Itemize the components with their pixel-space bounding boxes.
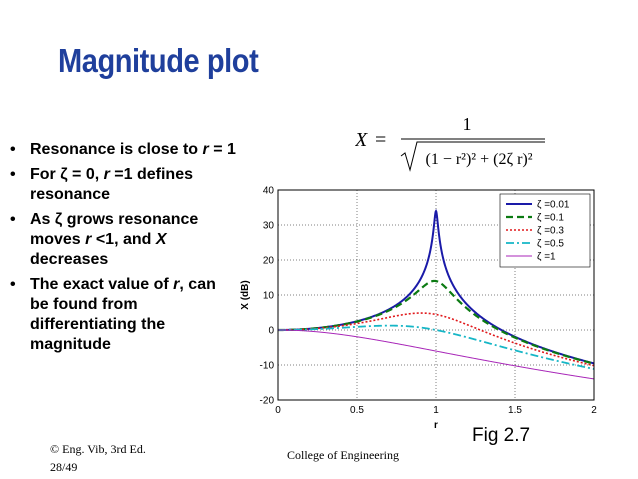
footer-left: © Eng. Vib, 3rd Ed. 28/49: [50, 440, 146, 476]
footer-page-number: 28/49: [50, 460, 78, 474]
legend-label: ζ =0.3: [537, 226, 564, 237]
bullet-text: <1, and: [91, 231, 156, 248]
bullet-text: The exact value of: [30, 276, 174, 293]
bullet-text: As ζ grows resonance moves: [30, 211, 199, 248]
x-tick-label: 2: [591, 405, 597, 416]
y-tick-label: -10: [260, 361, 275, 372]
legend-label: ζ =0.1: [537, 213, 564, 224]
bullet-list: • Resonance is close to r = 1 • For ζ = …: [8, 140, 238, 360]
bullet-dot: •: [10, 141, 16, 158]
formula-lhs: X: [355, 129, 368, 151]
bullet-item: • The exact value of r, can be found fro…: [8, 275, 238, 355]
bullet-variable: r: [173, 276, 180, 293]
series-line: [278, 279, 595, 365]
formula-sqrt-sign: [400, 141, 545, 172]
series-line: [278, 312, 595, 367]
bullet-text: , can be found from differentiating the …: [30, 276, 216, 353]
footer-copyright: © Eng. Vib, 3rd Ed.: [50, 442, 146, 456]
bullet-dot: •: [10, 166, 16, 183]
footer-college: College of Engineering: [287, 448, 399, 462]
formula-numerator: 1: [463, 114, 472, 134]
plot-frame: [277, 189, 595, 401]
chart-legend: ζ =0.01 ζ =0.1 ζ =0.3 ζ =0.5 ζ =1: [499, 193, 591, 268]
y-tick-label: -20: [260, 396, 275, 407]
legend-label: ζ =0.5: [537, 239, 564, 250]
bullet-text: Resonance is close to: [30, 141, 203, 158]
magnitude-formula: X = 1 (1 − r²)² + (2ζ r)²: [355, 114, 545, 172]
magnitude-chart: 0 0.5 1 1.5 2 -20 -10 0 10 20 30 40 r X (dB) ζ =0.0…: [240, 186, 598, 432]
bullet-item: • As ζ grows resonance moves r <1, and X…: [8, 210, 238, 270]
bullet-variable: X: [155, 231, 167, 248]
x-tick-label: 1: [433, 405, 439, 416]
chart-ticks: 0 0.5 1 1.5 2 -20 -10 0 10 20 30 40: [260, 186, 598, 417]
x-axis-label: r: [434, 420, 438, 431]
x-tick-label: 0.5: [350, 405, 364, 416]
bullet-item: • For ζ = 0, r =1 defines resonance: [8, 165, 238, 205]
x-tick-label: 1.5: [508, 405, 522, 416]
bullet-variable: r: [202, 141, 209, 158]
legend-label: ζ =0.01: [537, 200, 570, 211]
y-axis-label: X (dB): [240, 280, 251, 309]
y-tick-label: 40: [263, 186, 275, 197]
series-line: [278, 329, 595, 380]
bullet-text: decreases: [30, 251, 109, 268]
bullet-text: = 1: [208, 141, 236, 158]
figure-label: Fig 2.7: [472, 425, 531, 446]
y-tick-label: 30: [263, 221, 275, 232]
formula-equals: =: [375, 129, 386, 151]
chart-grid: [278, 190, 594, 400]
x-tick-label: 0: [275, 405, 281, 416]
bullet-text: =1 defines resonance: [30, 166, 193, 203]
bullet-text: For ζ = 0,: [30, 166, 104, 183]
bullet-variable: r: [103, 166, 110, 183]
legend-label: ζ =1: [537, 252, 556, 263]
bullet-variable: r: [85, 231, 92, 248]
y-tick-label: 20: [263, 256, 275, 267]
y-tick-label: 0: [268, 326, 274, 337]
chart-series: [278, 208, 595, 380]
formula-denominator: (1 − r²)² + (2ζ r)²: [425, 151, 532, 168]
series-line: [278, 324, 595, 370]
slide-title: Magnitude plot: [58, 42, 259, 79]
y-tick-label: 10: [263, 291, 275, 302]
bullet-dot: •: [10, 276, 16, 293]
legend-box: [499, 193, 591, 268]
bullet-item: • Resonance is close to r = 1: [8, 140, 238, 160]
bullet-dot: •: [10, 211, 16, 228]
